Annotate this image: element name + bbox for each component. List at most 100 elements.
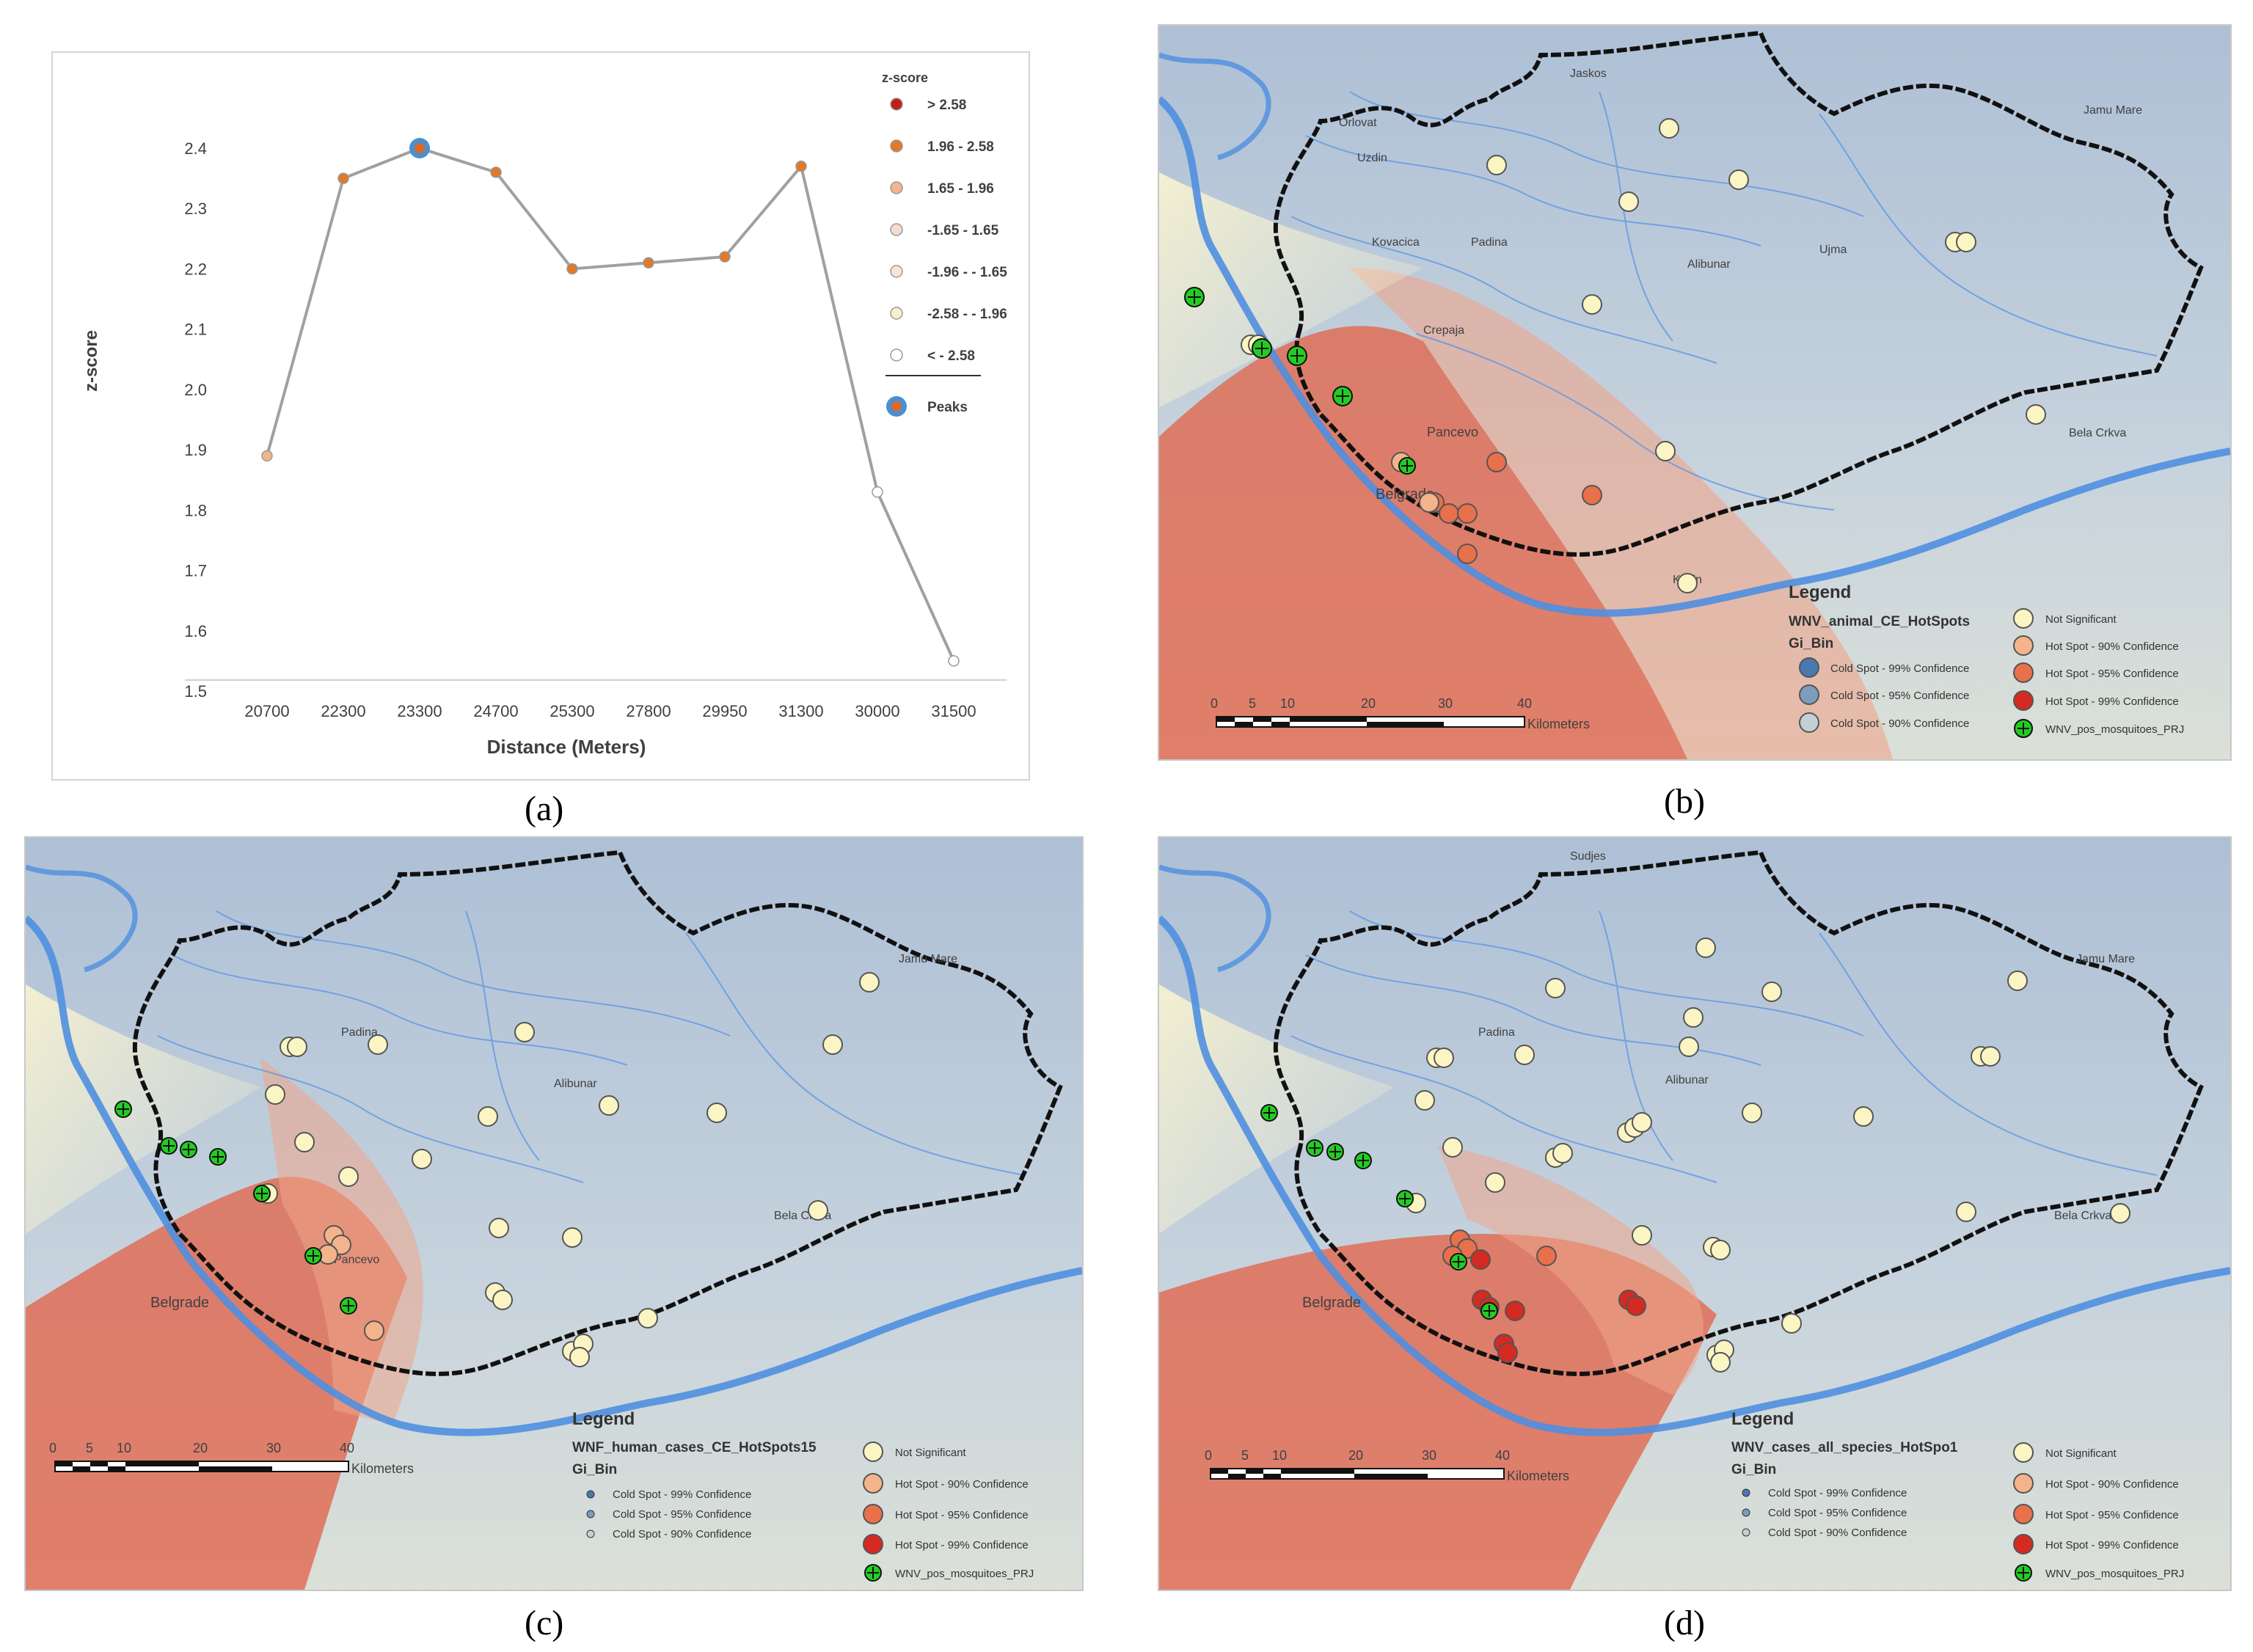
scale-tick: 0 [1211, 696, 1218, 711]
legend-not-significant: Not Significant [2045, 613, 2117, 626]
mosquito-markers [114, 1100, 357, 1315]
chart-legend: z-score > 2.58 1.96 - 2.58 1.65 - 1.96 -1.6… [882, 70, 1007, 417]
site-hot-95 [1457, 544, 1478, 564]
site-not-significant [514, 1022, 535, 1042]
place-belgrade: Belgrade [1376, 486, 1434, 502]
site-hot-99 [1626, 1295, 1646, 1316]
series-line [266, 146, 955, 662]
panel-label-a: (a) [525, 789, 564, 828]
place-jamu-mare: Jamu Mare [2084, 104, 2142, 117]
site-not-significant [1677, 573, 1698, 593]
site-not-significant [599, 1095, 619, 1116]
legend-hot99: Hot Spot - 99% Confidence [895, 1539, 1029, 1552]
y-tick-label: 2.3 [184, 200, 207, 218]
scale-unit: Kilometers [351, 1461, 414, 1476]
data-point [795, 160, 807, 172]
place-jasnos: Jaskos [1570, 67, 1607, 80]
legend-hot90: Hot Spot - 90% Confidence [895, 1478, 1029, 1491]
place-sudjes: Sudjes [1570, 850, 1606, 863]
panel-label-b: (b) [1664, 782, 1705, 821]
y-tick-labels: 2.4 2.3 2.2 2.1 2.0 1.9 1.8 1.7 1.6 1.5 [184, 139, 207, 701]
hotspot-halo [1350, 268, 1893, 759]
data-point-peak-core [415, 143, 425, 153]
legend-label: 1.65 - 1.96 [927, 181, 994, 197]
site-not-significant [1486, 155, 1507, 175]
map-b: Belgrade Pancevo Orlovat Uzdin Kovacica … [1159, 26, 2230, 759]
site-not-significant [478, 1106, 498, 1127]
scale-tick: 30 [1422, 1448, 1436, 1463]
map-panel-d: Belgrade Padina Alibunar Bela Crkva Jamu… [1158, 836, 2232, 1591]
data-point [337, 172, 349, 184]
y-tick-label: 1.5 [184, 682, 207, 701]
legend-hot90: Hot Spot - 90% Confidence [2045, 1478, 2179, 1491]
legend-not-significant: Not Significant [895, 1447, 967, 1459]
legend-marker [890, 98, 903, 111]
x-tick-label: 22300 [321, 702, 365, 720]
site-not-significant [1695, 938, 1716, 958]
legend-title: Legend [1789, 582, 1851, 602]
x-tick-label: 20700 [244, 702, 289, 720]
legend-marker [890, 307, 903, 320]
site-not-significant [1442, 1137, 1463, 1158]
data-point [643, 257, 654, 268]
legend-label: -1.96 - - 1.65 [927, 265, 1007, 280]
legend-hot95: Hot Spot - 95% Confidence [2045, 1509, 2179, 1521]
scale-tick: 5 [1241, 1448, 1249, 1463]
y-tick-label: 2.2 [184, 260, 207, 278]
legend-cold99: Cold Spot - 99% Confidence [1830, 662, 1969, 675]
site-not-significant [1485, 1172, 1505, 1193]
legend-marker [890, 265, 903, 278]
y-axis-title: z-score [81, 330, 101, 392]
place-padina: Padina [341, 1026, 378, 1039]
x-tick-labels: 20700 22300 23300 24700 25300 27800 29950 31300… [244, 702, 976, 720]
site-hot-90 [1419, 492, 1439, 513]
site-hot-99 [1505, 1301, 1525, 1321]
site-not-significant [492, 1290, 513, 1310]
place-alibunar: Alibunar [1665, 1074, 1709, 1086]
place-ujma: Ujma [1819, 244, 1847, 256]
tisa-river [1159, 864, 1271, 973]
place-uzdin: Uzdin [1357, 152, 1387, 164]
y-tick-label: 1.8 [184, 501, 207, 519]
site-not-significant [1683, 1007, 1704, 1028]
place-jamu-mare: Jamu Mare [899, 953, 957, 965]
legend-hot95: Hot Spot - 95% Confidence [895, 1509, 1029, 1521]
study-area-boundary [1273, 30, 2204, 557]
place-bela-crkva: Bela Crkva [2054, 1210, 2111, 1222]
canal-network [157, 910, 1024, 1183]
y-tick-label: 2.0 [184, 381, 207, 399]
scale-bar: 0 5 10 20 30 40 Kilometers [1211, 696, 1590, 731]
x-tick-label: 29950 [702, 702, 747, 720]
legend-cold95: Cold Spot - 95% Confidence [1768, 1507, 1907, 1519]
legend-label: -1.65 - 1.65 [927, 223, 999, 238]
site-not-significant [808, 1200, 828, 1221]
map-panel-b: Belgrade Pancevo Orlovat Uzdin Kovacica … [1158, 24, 2232, 761]
place-pancevo: Pancevo [334, 1254, 379, 1266]
data-point [261, 450, 273, 462]
legend-field-name: Gi_Bin [1789, 636, 1833, 651]
legend-field-name: Gi_Bin [572, 1462, 617, 1477]
site-not-significant [1980, 1046, 2001, 1067]
site-not-significant [638, 1308, 658, 1328]
map-legend: Legend WNV_animal_CE_HotSpots Gi_Bin Col… [1789, 582, 2184, 738]
site-not-significant [1552, 1143, 1573, 1163]
place-bela-crkva: Bela Crkva [2069, 427, 2126, 439]
site-not-significant [338, 1166, 359, 1187]
hotspot-halo [1438, 1146, 1704, 1395]
site-not-significant [1853, 1106, 1874, 1127]
place-belgrade: Belgrade [150, 1295, 209, 1311]
place-orlovat: Orlovat [1339, 117, 1377, 129]
site-not-significant [2110, 1203, 2130, 1224]
legend-mosquitoes: WNV_pos_mosquitoes_PRJ [2045, 1568, 2184, 1580]
site-not-significant [1710, 1352, 1731, 1373]
danube-river [1159, 915, 2230, 1436]
data-point [948, 655, 960, 667]
panel-label-c: (c) [525, 1604, 564, 1642]
site-hot-95 [1439, 503, 1459, 524]
legend-marker [890, 181, 903, 194]
place-kovacica: Kovacica [1372, 236, 1420, 249]
series-points [261, 138, 960, 667]
site-not-significant [1710, 1240, 1731, 1260]
legend-cold90: Cold Spot - 90% Confidence [1768, 1527, 1907, 1539]
legend-title: z-score [882, 70, 928, 85]
